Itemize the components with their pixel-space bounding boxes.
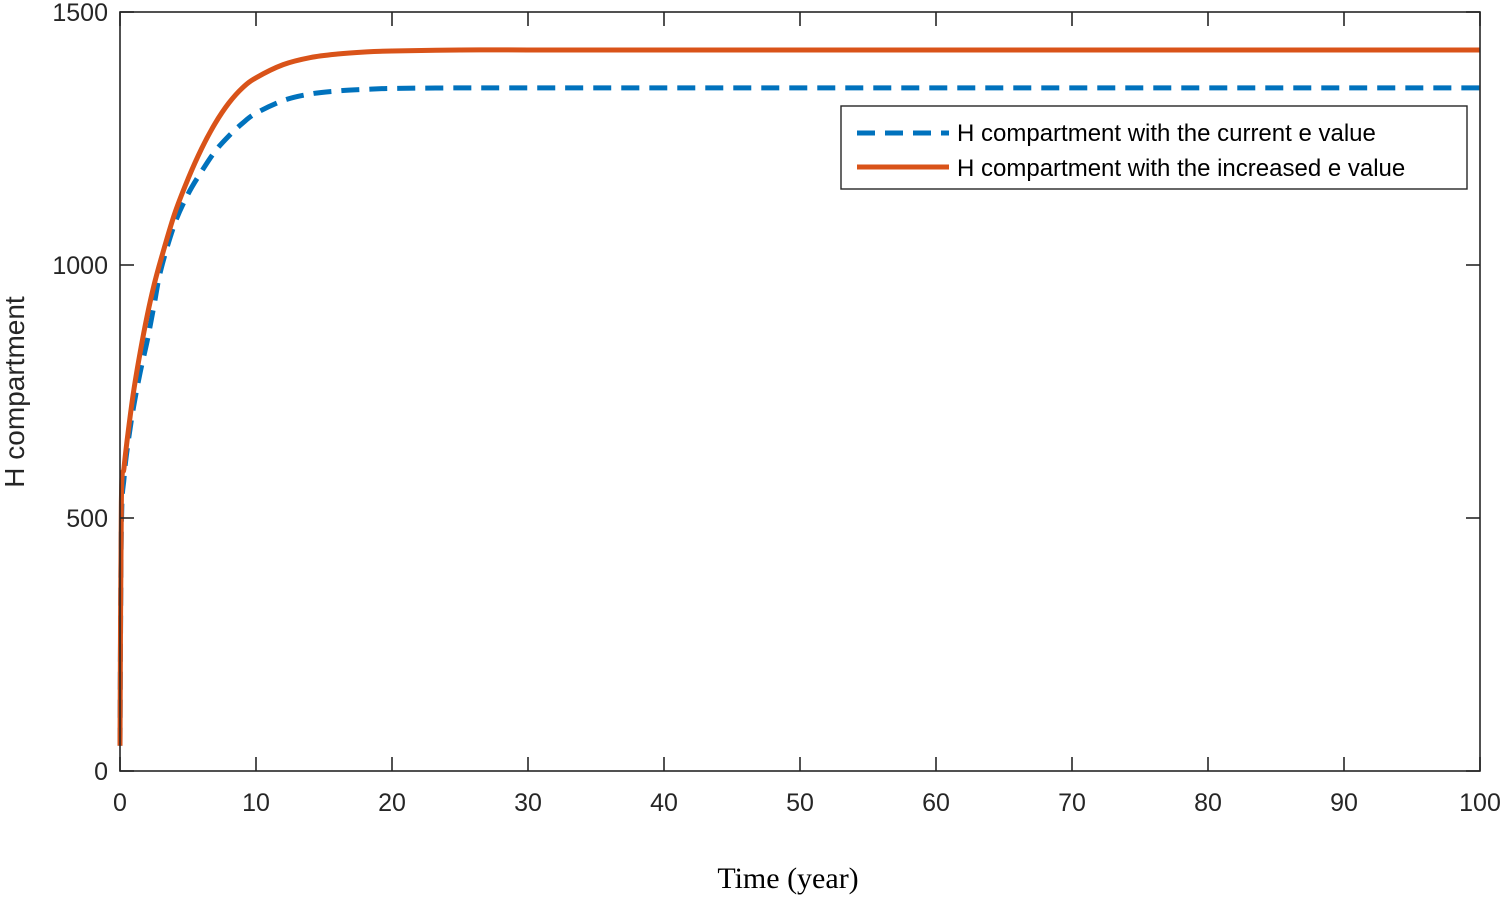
legend-label-increased: H compartment with the increased e value [957, 155, 1405, 182]
x-tick-label: 50 [786, 789, 814, 817]
y-tick-label: 500 [66, 505, 108, 533]
x-tick-label: 40 [650, 789, 678, 817]
legend-label-current: H compartment with the current e value [957, 120, 1376, 147]
y-axis-label: H compartment [0, 296, 30, 488]
x-tick-label: 60 [922, 789, 950, 817]
x-tick-label: 100 [1459, 789, 1501, 817]
plot-frame [119, 11, 1481, 772]
x-tick-label: 30 [514, 789, 542, 817]
legend: H compartment with the current e value H… [840, 105, 1468, 190]
x-tick-label: 10 [242, 789, 270, 817]
x-tick-label: 0 [113, 789, 127, 817]
legend-box [840, 105, 1468, 190]
series-line-increased-e [117, 47, 1480, 746]
y-tick-label: 0 [94, 758, 108, 786]
x-tick-label: 80 [1194, 789, 1222, 817]
series-line-current-e [117, 85, 1480, 746]
x-tick-label: 20 [378, 789, 406, 817]
y-tick-label: 1000 [52, 252, 108, 280]
y-tick-label: 1500 [52, 0, 108, 27]
series-layer [117, 47, 1480, 746]
x-tick-label: 70 [1058, 789, 1086, 817]
x-axis-label: Time (year) [717, 862, 858, 895]
x-tick-label: 90 [1330, 789, 1358, 817]
